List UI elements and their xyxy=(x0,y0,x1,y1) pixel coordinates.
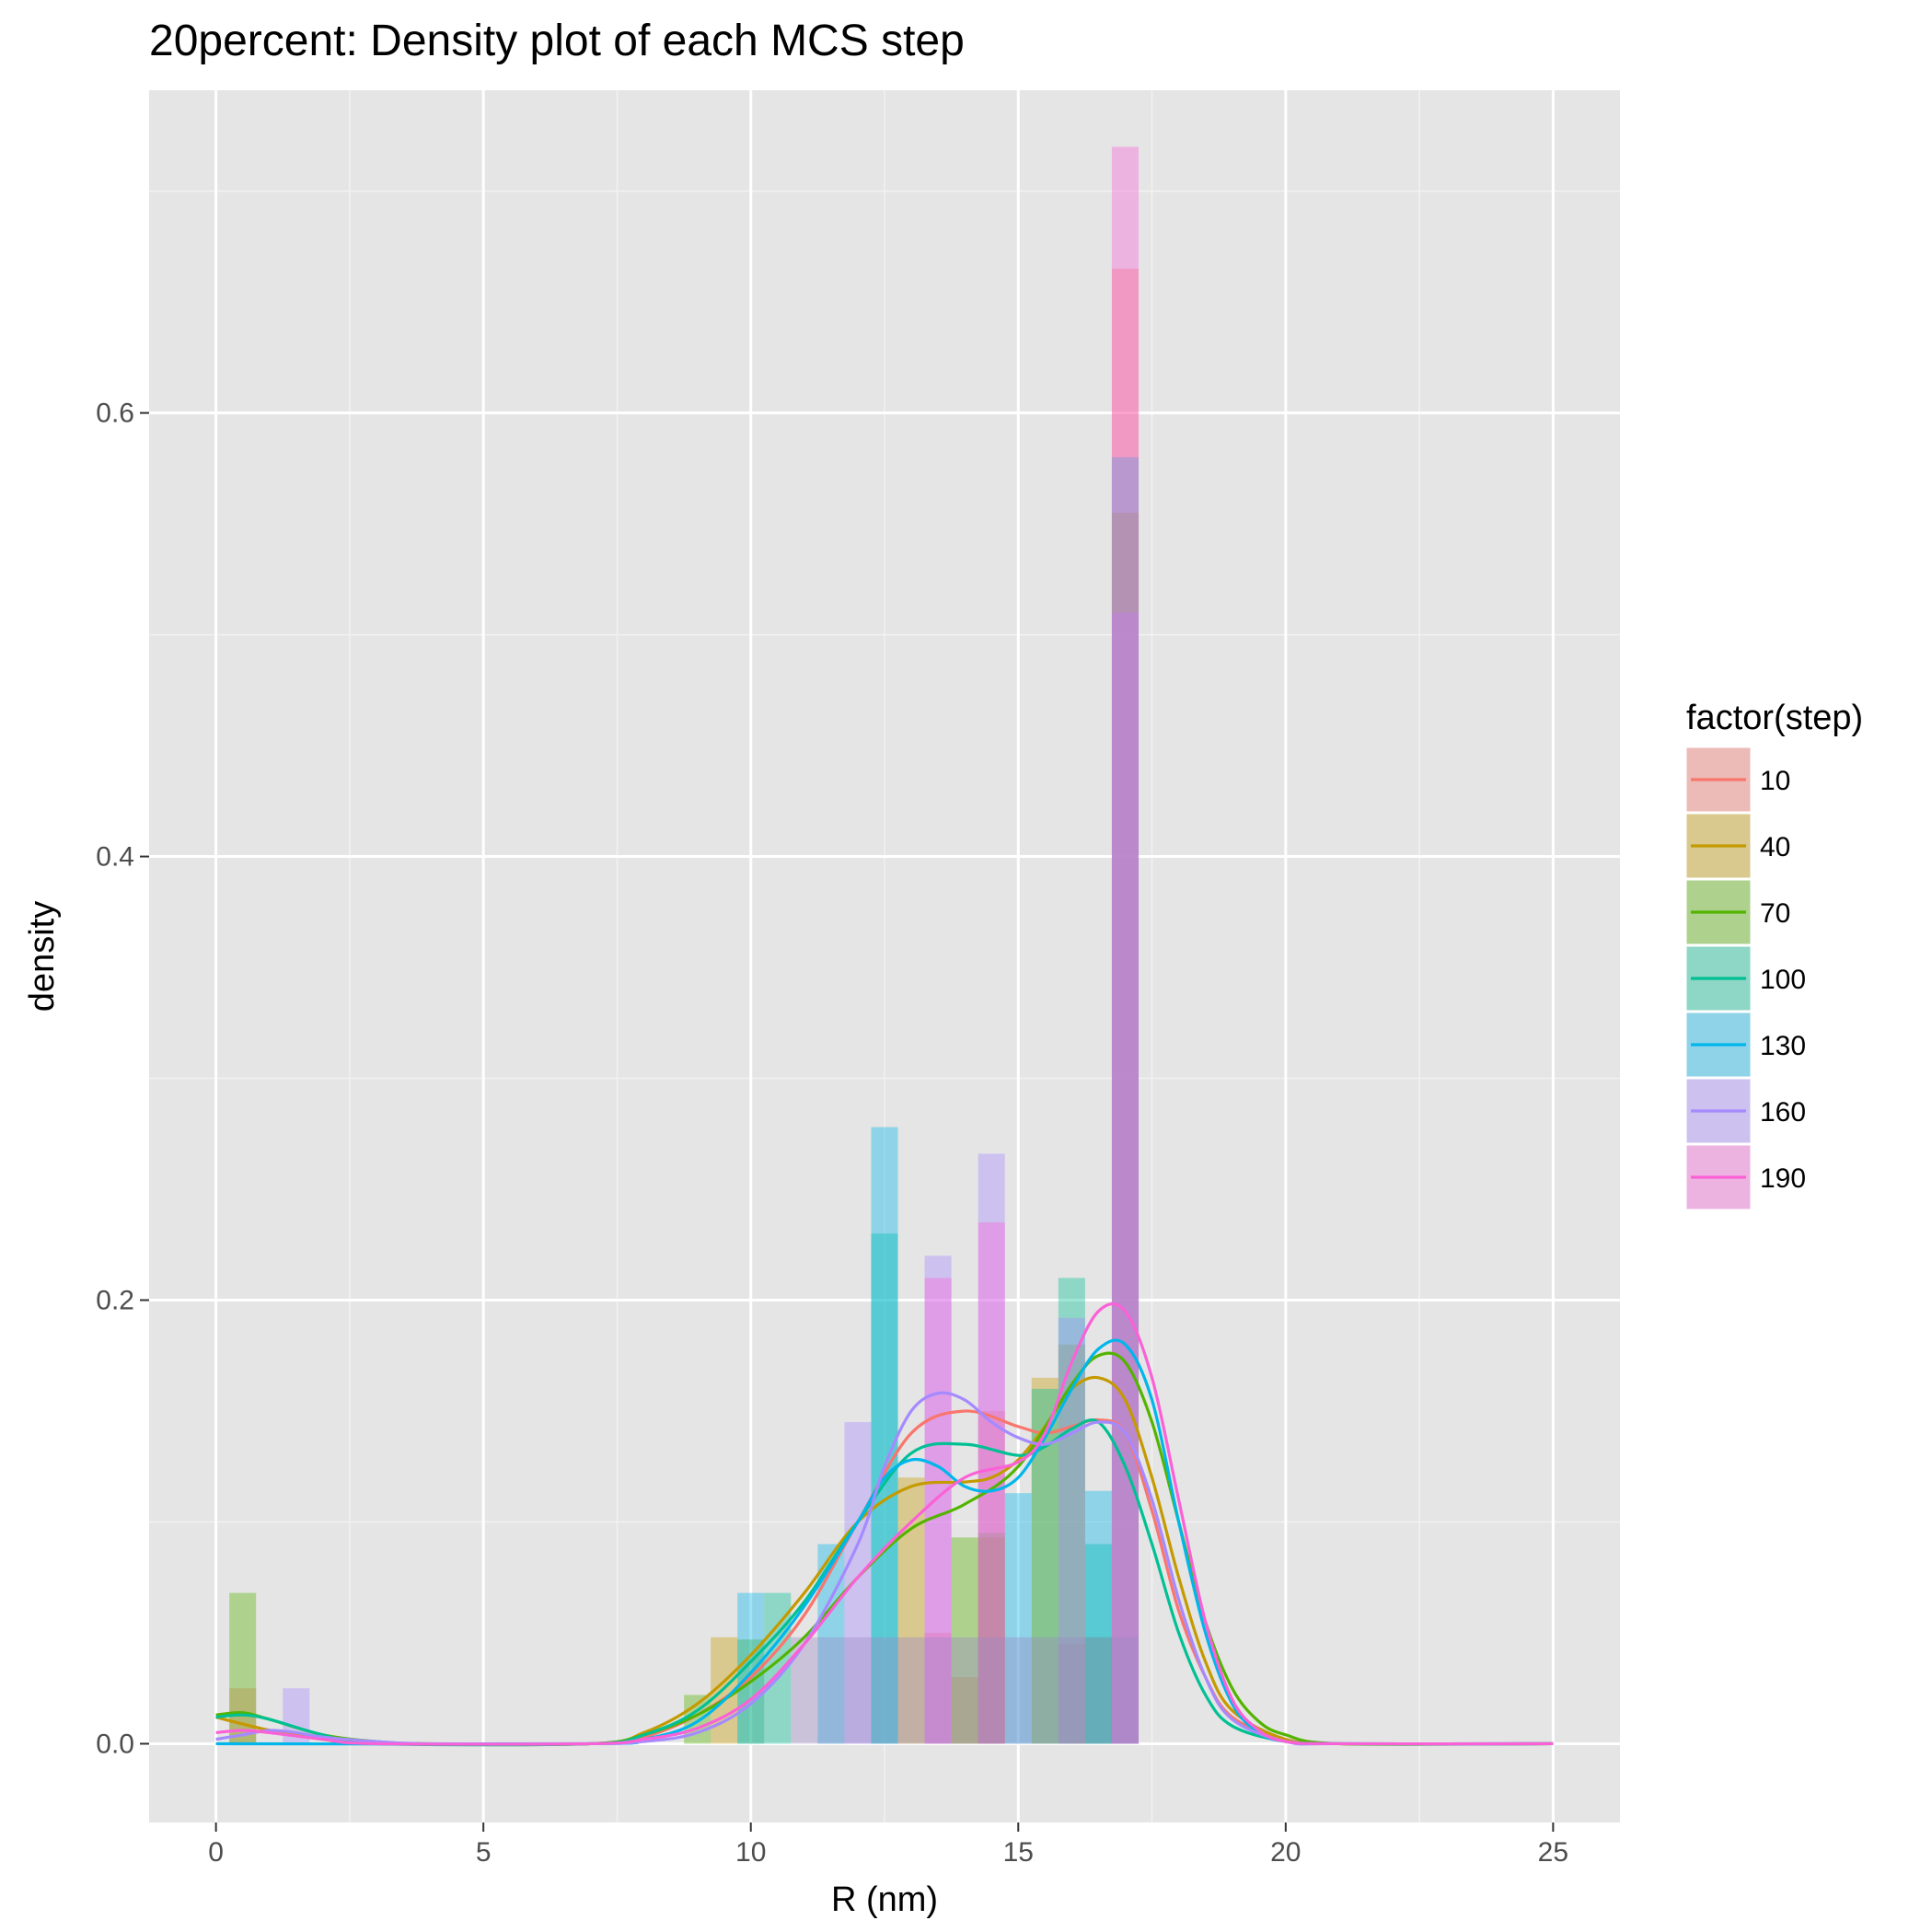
y-tick-label: 0.2 xyxy=(96,1286,134,1316)
bar-common xyxy=(1058,1637,1085,1744)
bar-common xyxy=(844,1637,872,1744)
bar-common xyxy=(1111,1637,1140,1744)
bar-step-160 xyxy=(1111,612,1140,1744)
legend-label-step-190: 190 xyxy=(1760,1163,1806,1194)
bar-step-130 xyxy=(1004,1493,1032,1744)
bar-step-100 xyxy=(1084,1544,1112,1744)
bar-step-10 xyxy=(1111,268,1140,1744)
bar-common xyxy=(1004,1637,1032,1744)
bar-step-70 xyxy=(229,1592,257,1744)
bar-step-10 xyxy=(1058,1644,1085,1744)
bar-step-40 xyxy=(1058,1344,1085,1744)
bar-step-40 xyxy=(1111,513,1140,1744)
bar-step-130 xyxy=(1111,457,1140,1744)
bar-common xyxy=(897,1637,925,1744)
bar-step-10 xyxy=(951,1677,978,1744)
density-curves xyxy=(215,1301,1554,1747)
bar-step-70 xyxy=(978,1533,1005,1744)
bar-step-70 xyxy=(951,1537,978,1744)
y-axis: 0.0 0.2 0.4 0.6 xyxy=(96,399,149,1759)
y-axis-title: density xyxy=(23,901,62,1012)
x-tick-label: 20 xyxy=(1270,1837,1301,1868)
legend-label-step-70: 70 xyxy=(1760,898,1790,929)
bar-step-130 xyxy=(871,1127,898,1744)
legend-label-step-130: 130 xyxy=(1760,1031,1806,1061)
bar-step-40 xyxy=(978,1537,1005,1744)
density-curve-step-130 xyxy=(215,1338,1554,1746)
bar-step-190 xyxy=(1111,146,1140,1744)
bar-common xyxy=(951,1637,978,1744)
bar-step-130 xyxy=(1084,1490,1112,1744)
bar-step-70 xyxy=(1084,1637,1112,1744)
x-tick-label: 15 xyxy=(1003,1837,1034,1868)
y-tick-label: 0.6 xyxy=(96,399,134,429)
legend-label-step-10: 10 xyxy=(1760,766,1790,796)
bar-common xyxy=(1084,1637,1112,1744)
x-tick-label: 25 xyxy=(1538,1837,1568,1868)
legend: factor(step) 10 40 70 100 130 160 190 xyxy=(1685,699,1863,1210)
x-tick-label: 0 xyxy=(208,1837,224,1868)
density-curve-step-190 xyxy=(215,1301,1554,1746)
chart-title: 20percent: Density plot of each MCS step xyxy=(149,17,965,65)
bar-common xyxy=(924,1637,952,1744)
bar-common xyxy=(871,1637,898,1744)
legend-label-step-100: 100 xyxy=(1760,965,1806,995)
y-tick-label: 0.0 xyxy=(96,1729,134,1759)
bar-step-160 xyxy=(844,1422,872,1744)
legend-label-step-40: 40 xyxy=(1760,832,1790,862)
bar-common xyxy=(1031,1637,1059,1744)
y-tick-label: 0.4 xyxy=(96,842,134,873)
bar-common xyxy=(978,1637,1005,1744)
x-tick-label: 10 xyxy=(735,1837,766,1868)
x-axis-title: R (nm) xyxy=(831,1880,938,1919)
bar-common xyxy=(817,1637,845,1744)
bar-step-160 xyxy=(924,1255,952,1744)
bar-step-10 xyxy=(924,1632,952,1744)
x-axis: 0 5 10 15 20 25 xyxy=(208,1822,1568,1868)
legend-label-step-160: 160 xyxy=(1760,1097,1806,1128)
legend-title: factor(step) xyxy=(1686,699,1863,737)
grid-lines xyxy=(149,90,1620,1822)
bar-step-100 xyxy=(1058,1278,1085,1744)
x-tick-label: 5 xyxy=(476,1837,492,1868)
